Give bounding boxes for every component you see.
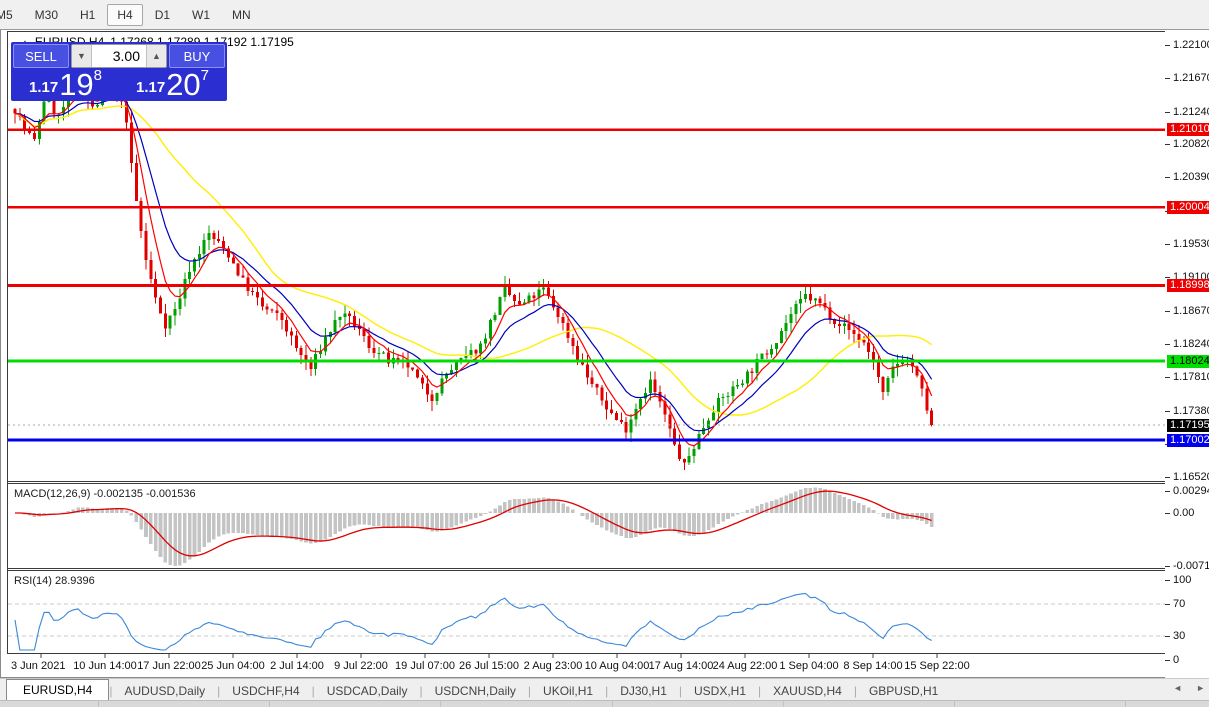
axis-tick-label: 30 xyxy=(1173,630,1186,642)
sell-price-display[interactable]: 1.17 19 8 xyxy=(13,67,118,102)
time-axis-label: 1 Sep 04:00 xyxy=(779,660,838,672)
tab-separator: | xyxy=(109,684,113,698)
tab-usdx-h1[interactable]: USDX,H1 xyxy=(694,684,747,698)
chart-window: ▲ EURUSD,H4 1.17268 1.17289 1.17192 1.17… xyxy=(0,30,1209,678)
time-axis-label: 8 Sep 14:00 xyxy=(843,660,902,672)
time-axis-label: 26 Jul 15:00 xyxy=(459,660,519,672)
axis-tick-label: 1.19530 xyxy=(1173,238,1209,250)
time-axis-label: 19 Jul 07:00 xyxy=(395,660,455,672)
time-axis-label: 25 Jun 04:00 xyxy=(201,660,265,672)
axis-tick-label: 1.22100 xyxy=(1173,39,1209,51)
timeframe-button-d1[interactable]: D1 xyxy=(154,7,171,22)
macd-panel[interactable] xyxy=(8,485,1165,568)
price-level-badge: 1.21010 xyxy=(1167,122,1209,136)
sell-button[interactable]: SELL xyxy=(13,44,69,68)
volume-increase-icon[interactable]: ▲ xyxy=(146,45,166,67)
buy-price-point: 7 xyxy=(200,67,210,84)
rsi-panel[interactable] xyxy=(8,572,1165,653)
time-axis-label: 10 Jun 14:00 xyxy=(73,660,137,672)
axis-tick-label: 1.20390 xyxy=(1173,171,1209,183)
price-axis[interactable]: 1.221001.216701.212401.208201.203901.199… xyxy=(1165,30,1209,678)
time-axis-label: 17 Aug 14:00 xyxy=(649,660,714,672)
tab-usdcad-daily[interactable]: USDCAD,Daily xyxy=(326,684,408,698)
volume-input[interactable]: 3.00 xyxy=(112,48,140,64)
buy-button[interactable]: BUY xyxy=(169,44,225,68)
time-axis-label: 15 Sep 22:00 xyxy=(904,660,969,672)
tab-audusd-daily[interactable]: AUDUSD,Daily xyxy=(124,684,206,698)
timeframe-toolbar: M5 M30 H1 H4 D1 W1 MN xyxy=(0,0,1209,30)
time-axis-label: 3 Jun 2021 xyxy=(11,660,65,672)
tab-gbpusd-h1[interactable]: GBPUSD,H1 xyxy=(868,684,939,698)
current-price-badge: 1.17195 xyxy=(1167,418,1209,432)
timeframe-button-m30[interactable]: M30 xyxy=(34,7,59,22)
time-axis-label: 24 Aug 22:00 xyxy=(713,660,778,672)
tab-separator: | xyxy=(527,684,532,698)
time-axis[interactable]: 3 Jun 2021 10 Jun 14:00 17 Jun 22:00 25 Jun… xyxy=(8,654,1165,676)
volume-decrease-icon[interactable]: ▼ xyxy=(72,45,92,67)
one-click-trade-panel: SELL ▼ 3.00 ▲ BUY 1.17 19 8 1.17 20 7 xyxy=(11,42,227,101)
buy-price-display[interactable]: 1.17 20 7 xyxy=(120,67,225,102)
axis-tick-label: 1.21240 xyxy=(1173,106,1209,118)
timeframe-button-m5[interactable]: M5 xyxy=(0,7,13,22)
timeframe-button-w1[interactable]: W1 xyxy=(192,7,211,22)
sell-price-pips: 19 xyxy=(59,67,94,102)
tab-separator: | xyxy=(853,684,857,698)
time-axis-label: 10 Aug 04:00 xyxy=(585,660,650,672)
axis-tick-label: 1.20820 xyxy=(1173,138,1209,150)
sell-price-point: 8 xyxy=(93,67,103,84)
chart-tab-bar: EURUSD,H4 | AUDUSD,Daily | USDCHF,H4 | USDCAD,… xyxy=(0,678,1209,701)
rsi-indicator-label: RSI(14) 28.9396 xyxy=(14,575,95,587)
tab-usdchf-h4[interactable]: USDCHF,H4 xyxy=(232,684,300,698)
axis-tick-label: 1.17810 xyxy=(1173,371,1209,383)
tab-xauusd-h4[interactable]: XAUUSD,H4 xyxy=(773,684,842,698)
bottom-strip xyxy=(0,700,1209,707)
price-level-badge: 1.18998 xyxy=(1167,278,1209,292)
panel-splitter[interactable] xyxy=(8,568,1165,571)
time-axis-label: 17 Jun 22:00 xyxy=(137,660,201,672)
tab-eurusd-h4[interactable]: EURUSD,H4 xyxy=(6,679,110,701)
time-axis-label: 2 Aug 23:00 xyxy=(524,660,583,672)
price-level-badge: 1.18024 xyxy=(1167,354,1209,368)
axis-tick-label: 0 xyxy=(1173,654,1180,666)
timeframe-button-h1[interactable]: H1 xyxy=(80,7,96,22)
tab-separator: | xyxy=(678,684,682,698)
volume-spinner: ▼ 3.00 ▲ xyxy=(71,44,167,68)
tab-separator: | xyxy=(758,684,762,698)
axis-tick-label: 70 xyxy=(1173,598,1186,610)
tab-scroll-left-icon[interactable]: ◄ xyxy=(1173,683,1183,693)
panel-splitter[interactable] xyxy=(8,481,1165,484)
axis-tick-label: 1.18670 xyxy=(1173,305,1209,317)
axis-tick-label: 1.17380 xyxy=(1173,405,1209,417)
price-level-badge: 1.17002 xyxy=(1167,433,1209,447)
axis-tick-label: 1.21670 xyxy=(1173,72,1209,84)
axis-tick-label: 100 xyxy=(1173,574,1192,586)
tab-ukoil-h1[interactable]: UKOil,H1 xyxy=(543,684,594,698)
tab-separator: | xyxy=(217,684,221,698)
buy-price-figure: 1.17 xyxy=(135,79,166,96)
timeframe-button-h4[interactable]: H4 xyxy=(107,3,143,26)
sell-price-figure: 1.17 xyxy=(28,79,59,96)
buy-price-pips: 20 xyxy=(166,67,201,102)
tab-dj30-h1[interactable]: DJ30,H1 xyxy=(620,684,667,698)
tab-scroll-right-icon[interactable]: ► xyxy=(1196,683,1205,693)
tab-separator: | xyxy=(419,684,423,698)
price-chart[interactable] xyxy=(8,32,1165,481)
axis-tick-label: 1.16520 xyxy=(1173,471,1209,483)
tab-separator: | xyxy=(605,684,609,698)
price-level-badge: 1.20004 xyxy=(1167,200,1209,214)
time-axis-label: 9 Jul 22:00 xyxy=(334,660,388,672)
axis-tick-label: 0.002947 xyxy=(1173,485,1209,497)
axis-tick-label: -0.007151 xyxy=(1173,560,1209,572)
tab-usdcnh-daily[interactable]: USDCNH,Daily xyxy=(434,684,516,698)
timeframe-button-mn[interactable]: MN xyxy=(232,7,251,22)
axis-tick-label: 1.18240 xyxy=(1173,338,1209,350)
time-axis-label: 2 Jul 14:00 xyxy=(270,660,324,672)
tab-separator: | xyxy=(311,684,315,698)
axis-tick-label: 0.00 xyxy=(1173,507,1195,519)
macd-indicator-label: MACD(12,26,9) -0.002135 -0.001536 xyxy=(14,488,196,500)
